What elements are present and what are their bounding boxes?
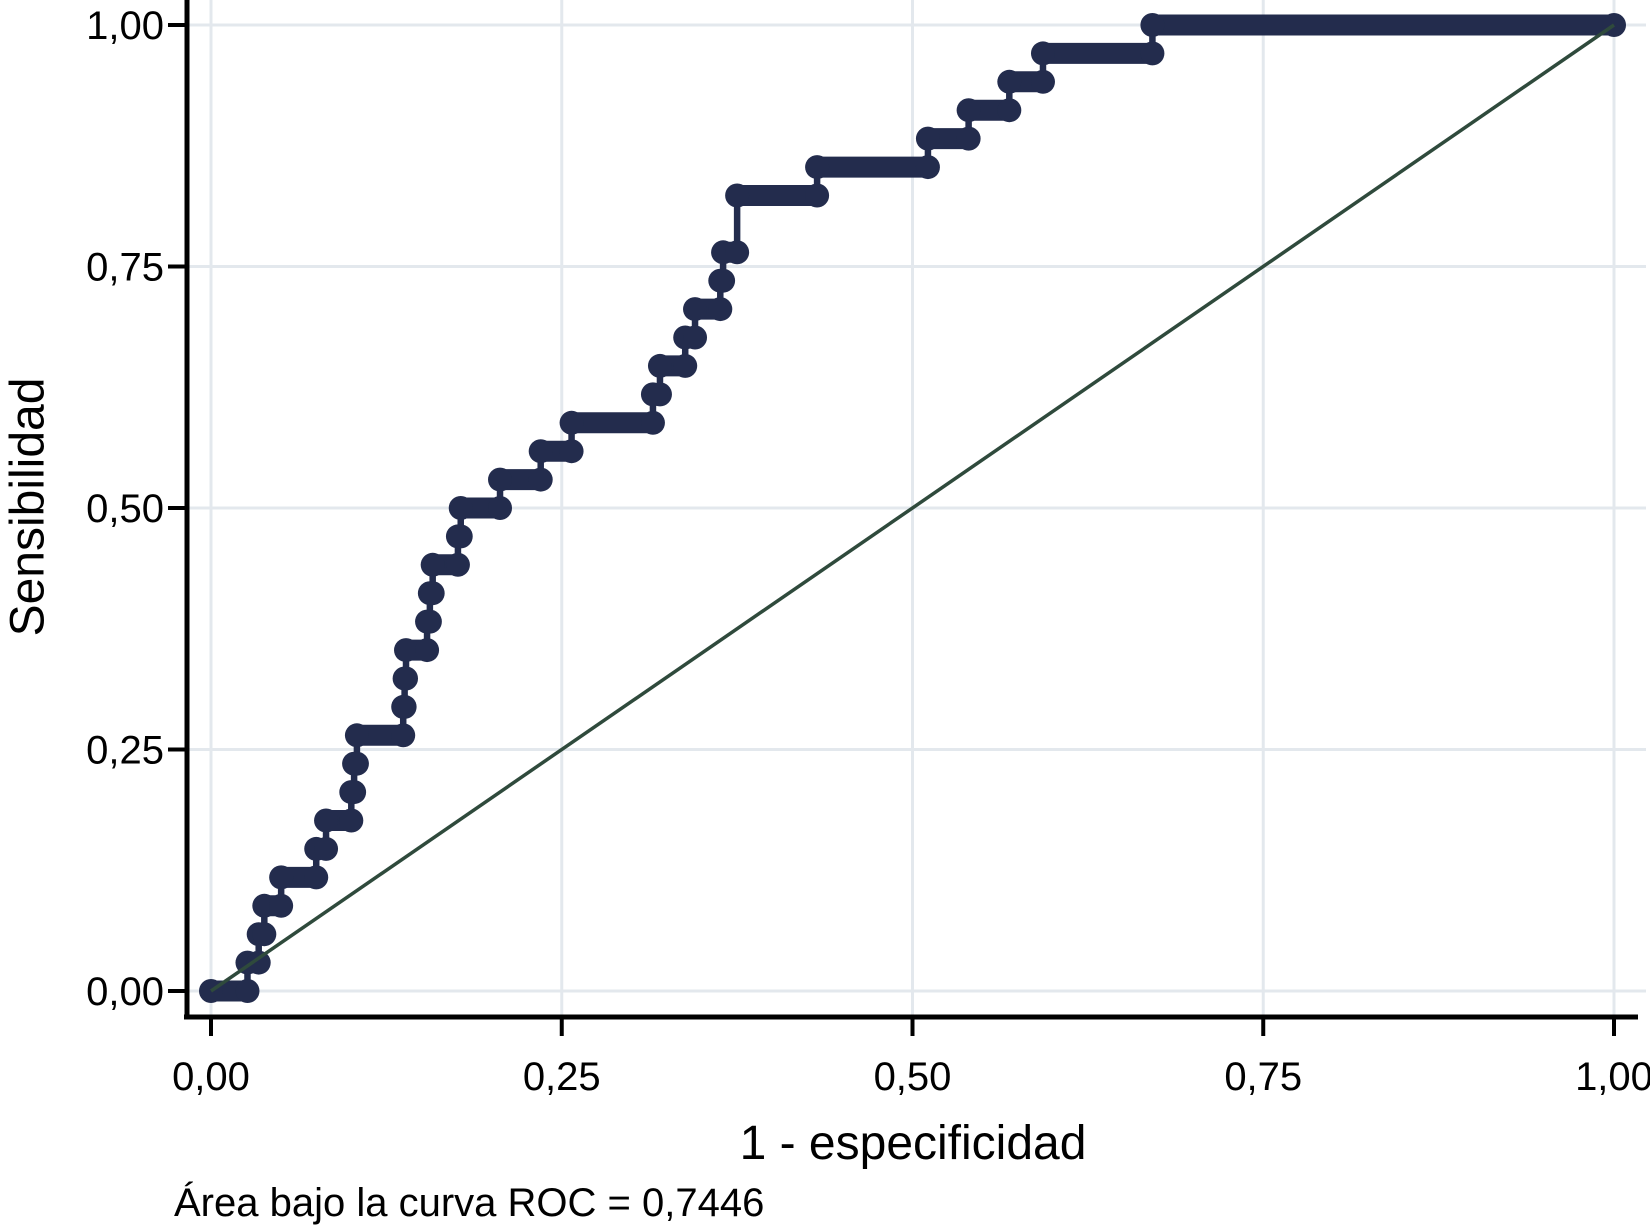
data-point-marker: [448, 524, 473, 549]
data-point-marker: [391, 723, 416, 748]
data-point-marker: [997, 98, 1022, 123]
data-point-marker: [445, 552, 470, 577]
data-point-marker: [246, 950, 271, 975]
data-point-marker: [559, 439, 584, 464]
data-point-marker: [528, 467, 553, 492]
x-tick-label: 0,50: [874, 1055, 952, 1099]
data-point-marker: [956, 98, 981, 123]
y-tick-label: 0,50: [86, 487, 164, 531]
data-point-marker: [252, 893, 277, 918]
data-point-marker: [304, 865, 329, 890]
data-point-marker: [683, 297, 708, 322]
data-point-marker: [417, 609, 442, 634]
data-point-marker: [1140, 13, 1165, 37]
data-point-marker: [392, 694, 417, 719]
data-point-marker: [342, 780, 367, 805]
data-point-marker: [725, 183, 750, 208]
reference-diagonal-line: [210, 23, 1615, 993]
data-point-marker: [448, 496, 473, 520]
data-point-marker: [683, 325, 708, 350]
data-point-marker: [235, 979, 260, 1003]
data-point-marker: [488, 496, 513, 520]
data-point-marker: [339, 808, 364, 833]
data-point-marker: [269, 865, 294, 890]
data-point-marker: [314, 808, 339, 833]
data-point-marker: [314, 836, 339, 861]
data-point-marker: [488, 467, 513, 492]
y-tick-label: 0,75: [86, 246, 164, 290]
data-point-marker: [915, 155, 940, 180]
data-point-marker: [269, 893, 294, 918]
data-point-marker: [997, 69, 1022, 94]
data-point-marker: [1030, 69, 1055, 94]
data-point-marker: [415, 638, 440, 663]
data-point-marker: [420, 552, 445, 577]
x-tick-label: 0,75: [1224, 1055, 1302, 1099]
y-axis-title: Sensibilidad: [1, 377, 55, 637]
y-tick-label: 1,00: [86, 4, 164, 48]
data-point-marker: [528, 439, 553, 464]
data-point-marker: [805, 155, 830, 180]
data-point-marker: [708, 297, 733, 322]
x-tick-label: 0,25: [523, 1055, 601, 1099]
data-point-marker: [956, 126, 981, 151]
data-point-marker: [344, 723, 369, 748]
x-tick-label: 1,00: [1575, 1055, 1650, 1099]
data-point-marker: [805, 183, 830, 208]
y-tick-label: 0,00: [86, 970, 164, 1014]
data-point-marker: [915, 126, 940, 151]
data-point-marker: [647, 353, 672, 378]
data-point-marker: [394, 666, 419, 691]
y-tick-label: 0,25: [86, 729, 164, 773]
data-point-marker: [1140, 41, 1165, 66]
x-tick-label: 0,00: [172, 1055, 250, 1099]
data-point-marker: [394, 638, 419, 663]
data-point-marker: [673, 353, 698, 378]
data-point-marker: [640, 410, 665, 435]
data-point-marker: [559, 410, 584, 435]
auc-annotation: Área bajo la curva ROC = 0,7446: [174, 1181, 765, 1225]
data-point-marker: [1030, 41, 1055, 66]
data-point-marker: [252, 922, 277, 947]
x-axis-title: 1 - especificidad: [739, 1117, 1087, 1170]
data-point-marker: [420, 581, 445, 606]
data-point-marker: [344, 751, 369, 776]
data-point-marker: [725, 240, 750, 265]
data-point-marker: [711, 268, 736, 293]
data-point-marker: [647, 382, 672, 407]
